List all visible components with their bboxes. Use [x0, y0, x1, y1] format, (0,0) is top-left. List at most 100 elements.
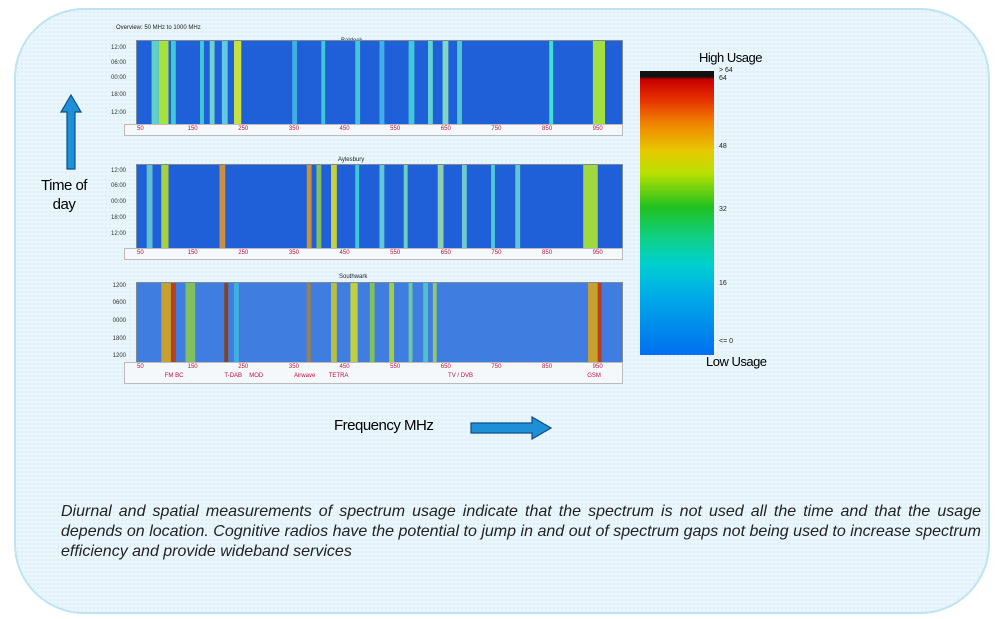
spectrogram-band	[350, 283, 358, 363]
x-tick: 150	[187, 250, 198, 256]
x-tick: 950	[592, 250, 603, 256]
spectrogram-band	[331, 283, 337, 363]
x-axis-baldock: 50 150 250 350 450 550 650 750 850 950	[124, 124, 623, 136]
spectrogram-band	[200, 41, 204, 125]
spectrogram-southwark	[136, 282, 623, 364]
colorbar-tick: <= 0	[719, 338, 734, 345]
x-tick: 250	[238, 364, 249, 370]
service-label: T-DAB	[224, 373, 243, 379]
spectrogram-canvas	[137, 283, 622, 363]
spectrogram-band	[355, 41, 361, 125]
spectrogram-band	[379, 165, 385, 249]
x-tick: 50	[137, 250, 144, 256]
panel-title-aylesbury: Aylesbury	[338, 157, 365, 163]
x-tick: 550	[390, 250, 401, 256]
x-axis-southwark: 50 150 250 350 450 550 650 750 850 950 FM BC T-DAB M…	[124, 362, 623, 384]
low-usage-label: Low Usage	[706, 354, 767, 369]
x-tick: 650	[440, 250, 451, 256]
spectrogram-band	[583, 165, 598, 249]
slide-card: Overview: 50 MHz to 1000 MHz Baldock 12:…	[14, 8, 990, 614]
spectrogram-band	[379, 41, 385, 125]
y-tick: 00:00	[110, 199, 126, 205]
spectrogram-band	[209, 41, 215, 125]
spectrogram-aylesbury	[136, 164, 623, 250]
frequency-label: Frequency MHz	[334, 417, 434, 434]
x-tick: 850	[542, 364, 553, 370]
x-tick: 850	[542, 126, 553, 132]
spectrogram-band	[234, 283, 239, 363]
spectrogram-band	[151, 41, 159, 125]
spectrogram-band	[185, 283, 196, 363]
spectrogram-band	[306, 283, 311, 363]
spectrogram-band	[549, 41, 554, 125]
time-of-day-label: Time of day	[41, 177, 87, 213]
spectrogram-band	[592, 41, 606, 125]
spectrogram-band	[219, 165, 226, 249]
x-tick: 650	[440, 126, 451, 132]
x-tick: 250	[238, 126, 249, 132]
y-tick: 18:00	[110, 215, 126, 221]
service-label: TETRA	[328, 373, 349, 379]
service-label: TV / DVB	[448, 373, 474, 379]
spectrogram-band	[369, 283, 375, 363]
y-tick: 1200	[112, 283, 126, 289]
x-tick: 750	[491, 250, 502, 256]
spectrogram-band	[437, 165, 444, 249]
x-tick: 350	[288, 126, 299, 132]
x-tick: 550	[390, 126, 401, 132]
service-label: Airwave	[293, 373, 316, 379]
x-tick: 950	[592, 126, 603, 132]
colorbar-tick: > 64	[719, 67, 733, 74]
spectrogram-band	[461, 165, 467, 249]
spectrogram-band	[224, 283, 229, 363]
y-tick: 12:00	[110, 168, 126, 174]
spectrogram-band	[491, 165, 495, 249]
up-arrow-icon	[60, 94, 82, 170]
x-tick: 50	[137, 364, 144, 370]
spectrogram-band	[588, 283, 598, 363]
x-tick: 150	[187, 364, 198, 370]
spectrogram-band	[432, 283, 437, 363]
colorbar-tick: 32	[719, 206, 727, 213]
spectrogram-band	[170, 283, 176, 363]
y-tick: 00:00	[110, 75, 126, 81]
colorbar	[640, 71, 714, 355]
spectrogram-band	[158, 41, 169, 125]
x-tick: 850	[542, 250, 553, 256]
spectrogram-canvas	[137, 41, 622, 125]
y-tick: 12:00	[110, 231, 126, 237]
colorbar-tick: 64	[719, 75, 727, 82]
spectrogram-band	[408, 41, 415, 125]
spectrogram-canvas	[137, 165, 622, 249]
service-label: MOD	[249, 373, 264, 379]
spectrogram-band	[161, 283, 171, 363]
chart-title: Overview: 50 MHz to 1000 MHz	[116, 25, 201, 31]
y-tick: 1200	[112, 353, 126, 359]
spectrogram-band	[316, 165, 322, 249]
spectrogram-band	[355, 165, 360, 249]
spectrogram-band	[442, 41, 449, 125]
caption-text: Diurnal and spatial measurements of spec…	[61, 503, 981, 560]
x-tick: 550	[390, 364, 401, 370]
colorbar-tick: 16	[719, 280, 727, 287]
spectrogram-band	[221, 41, 228, 125]
panel-title-southwark: Southwark	[339, 274, 368, 280]
x-tick: 950	[592, 364, 603, 370]
x-tick: 750	[491, 364, 502, 370]
service-label: GSM	[587, 373, 601, 379]
spectrogram-band	[408, 283, 413, 363]
spectrogram-background	[137, 283, 622, 363]
x-axis-aylesbury: 50 150 250 350 450 550 650 750 850 950	[124, 248, 623, 260]
y-tick: 1800	[112, 336, 126, 342]
y-tick: 12:00	[110, 45, 126, 51]
high-usage-label: High Usage	[699, 50, 762, 65]
service-label: FM BC	[164, 373, 184, 379]
spectrogram-band	[161, 165, 169, 249]
spectrogram-band	[146, 165, 153, 249]
y-tick: 06:00	[110, 60, 126, 66]
x-tick: 650	[440, 364, 451, 370]
x-tick: 150	[187, 126, 198, 132]
x-tick: 350	[288, 364, 299, 370]
spectrogram-baldock	[136, 40, 623, 126]
spectrogram-band	[321, 41, 326, 125]
